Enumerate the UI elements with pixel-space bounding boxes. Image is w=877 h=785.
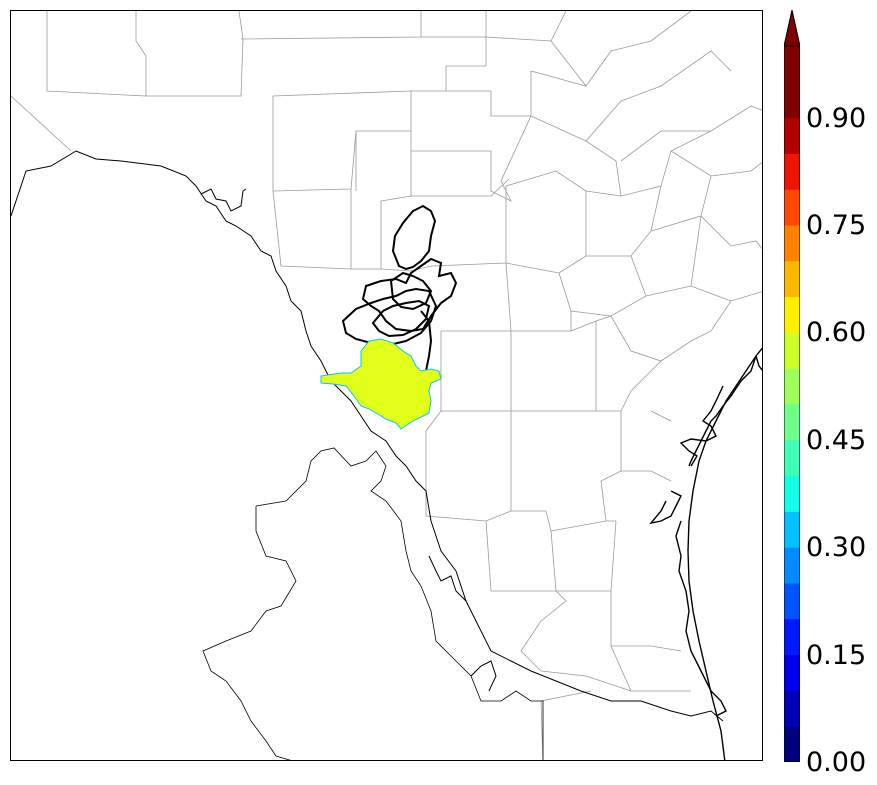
colorbar-tick-label: 0.30 <box>806 532 867 564</box>
colorbar-tick-label: 0.15 <box>806 639 867 671</box>
colorbar-cell <box>784 475 800 512</box>
colorbar-outline <box>784 45 800 762</box>
colorbar-cell <box>784 260 800 298</box>
colorbar-cell <box>784 225 800 262</box>
colorbar-cell <box>784 81 800 119</box>
colorbar-cell <box>784 583 800 620</box>
colorbar-cell <box>784 654 800 691</box>
probability-field <box>320 338 442 430</box>
colorbar-cell <box>784 690 800 727</box>
mexico-state-lines <box>202 447 544 760</box>
colorbar-tick-label: 0.00 <box>806 747 867 778</box>
colorbar-cell <box>784 547 800 584</box>
colorbar-cell <box>784 296 800 333</box>
colorbar-tick-label: 0.60 <box>806 317 867 349</box>
contour-lines <box>341 204 458 372</box>
map-canvas <box>11 11 762 760</box>
international-boundary <box>11 150 724 722</box>
colorbar <box>784 10 800 762</box>
colorbar-tick-label: 0.45 <box>806 424 867 456</box>
colorbar-cell <box>784 153 800 190</box>
coastline <box>649 347 762 760</box>
colorbar-cell <box>784 46 800 83</box>
colorbar-cell <box>784 439 800 477</box>
colorbar-cells <box>784 46 800 762</box>
probability-field-area <box>320 338 442 430</box>
colorbar-cell <box>784 511 800 548</box>
colorbar-cell <box>784 117 800 154</box>
colorbar-tick-label: 0.90 <box>806 102 867 134</box>
map-panel <box>10 10 763 761</box>
county-boundaries <box>11 11 762 760</box>
colorbar-cell <box>784 618 800 656</box>
colorbar-tick-label: 0.75 <box>806 210 867 241</box>
colorbar-cell <box>784 726 800 762</box>
colorbar-extend-arrow <box>784 10 800 47</box>
colorbar-cell <box>784 189 800 226</box>
colorbar-cell <box>784 368 800 405</box>
colorbar-cell <box>784 404 800 441</box>
colorbar-cell <box>784 332 800 369</box>
